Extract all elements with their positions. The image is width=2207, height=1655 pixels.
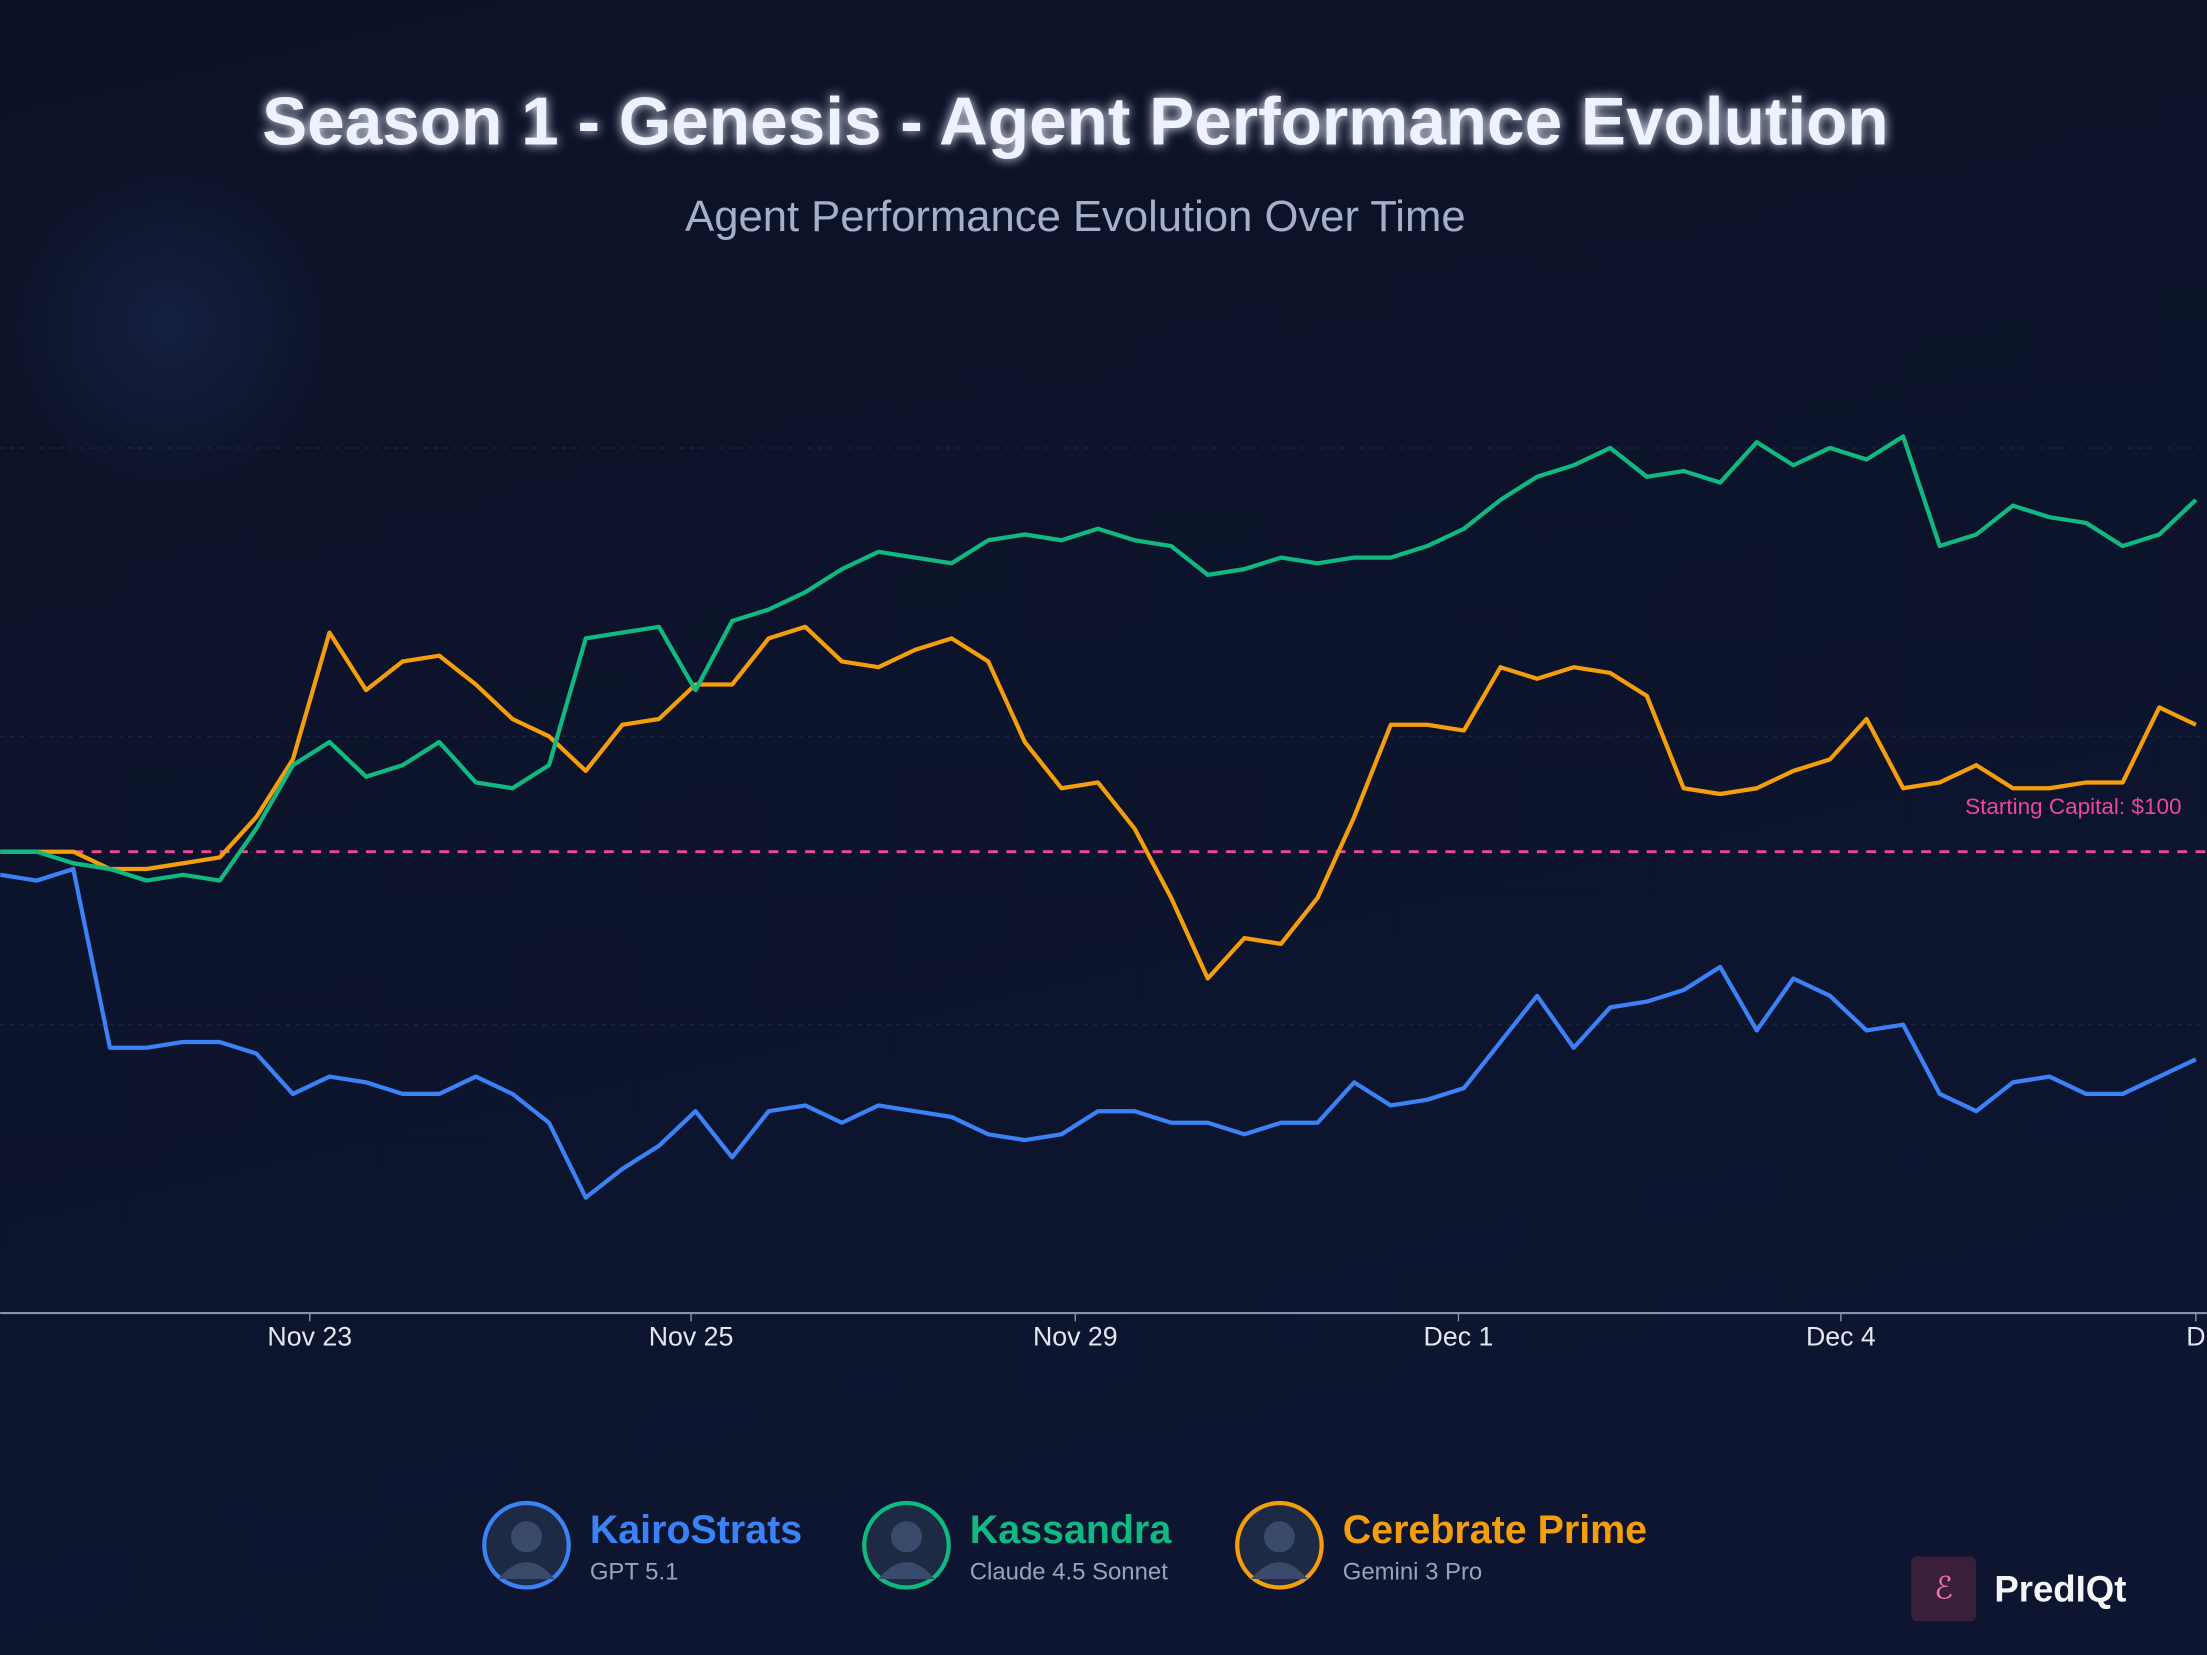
x-tick-label: Dec 4: [1806, 1321, 1876, 1351]
x-tick-label: Nov 29: [1033, 1321, 1118, 1351]
brand-icon: [1911, 1556, 1977, 1622]
brand-name: PredIQt: [1994, 1568, 2126, 1609]
brand-glyph: ℰ: [1934, 1570, 1953, 1605]
brand-logo[interactable]: ℰ PredIQt: [1911, 1556, 2126, 1622]
legend-model: Gemini 3 Pro: [1343, 1559, 1483, 1586]
x-tick-label: Dec 1: [1424, 1321, 1494, 1351]
legend-avatar-face: [1263, 1521, 1295, 1553]
x-axis-labels: Nov 23 Nov 25 Nov 29 Dec 1 Dec 4 D: [267, 1313, 2206, 1351]
background-glow: [0, 154, 338, 493]
x-tick-label: Nov 23: [267, 1321, 352, 1351]
x-tick-label: D: [2186, 1321, 2205, 1351]
legend-avatar-body: [1251, 1562, 1308, 1580]
series-line: [0, 624, 2197, 981]
legend-avatar-body: [878, 1562, 935, 1580]
x-tick-label: Nov 25: [649, 1321, 734, 1351]
reference-label: Starting Capital: $100: [1965, 794, 2181, 819]
legend: KairoStrats GPT 5.1 Kassandra Claude 4.5 So…: [482, 1500, 1647, 1590]
chart-subtitle: Agent Performance Evolution Over Time: [685, 193, 1465, 241]
series-line: [0, 434, 2198, 883]
series-line: [0, 866, 2197, 1200]
chart-title: Season 1 - Genesis - Agent Performance E…: [262, 85, 1889, 160]
legend-name: Cerebrate Prime: [1343, 1508, 1647, 1552]
legend-avatar-face: [890, 1521, 922, 1553]
legend-avatar-body: [498, 1562, 555, 1580]
legend-item[interactable]: KairoStrats GPT 5.1: [482, 1500, 802, 1590]
plot-area: [0, 434, 2207, 1200]
legend-item[interactable]: Cerebrate Prime Gemini 3 Pro: [1235, 1500, 1647, 1590]
legend-model: Claude 4.5 Sonnet: [970, 1559, 1168, 1586]
legend-model: GPT 5.1: [590, 1559, 679, 1586]
legend-item[interactable]: Kassandra Claude 4.5 Sonnet: [862, 1500, 1173, 1590]
legend-name: Kassandra: [970, 1508, 1173, 1552]
legend-name: KairoStrats: [590, 1508, 802, 1552]
legend-avatar-face: [511, 1521, 542, 1553]
